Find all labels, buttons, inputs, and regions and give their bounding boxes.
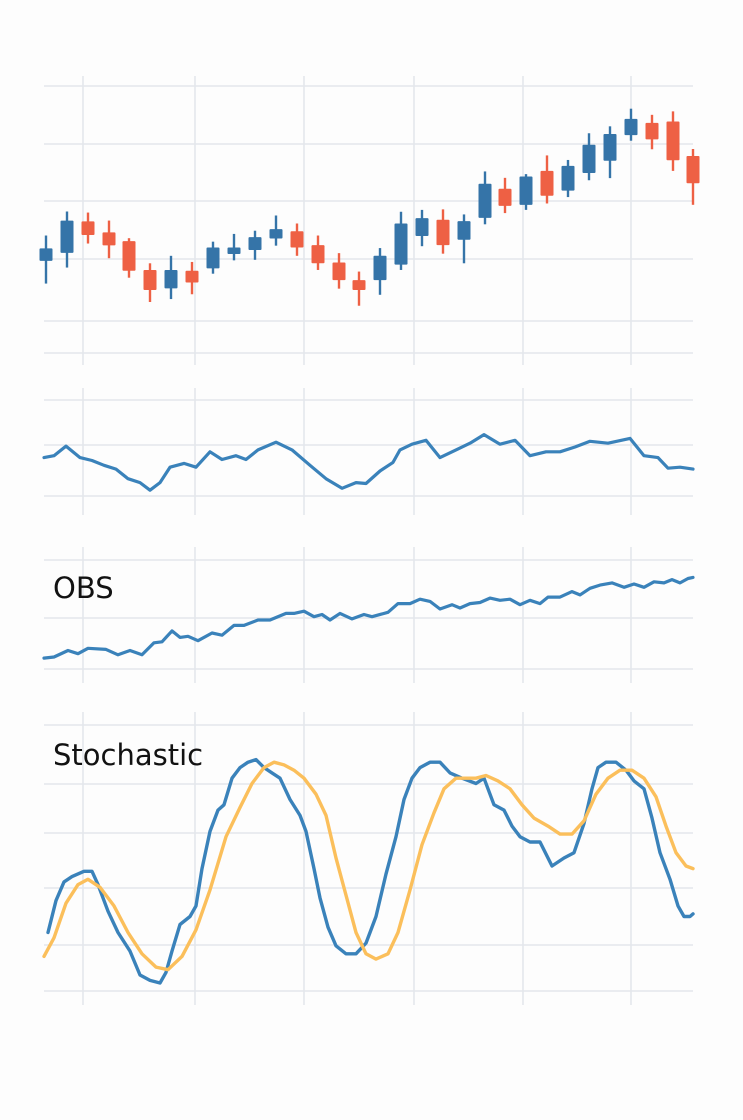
- candle-body: [394, 223, 408, 265]
- candle-body: [60, 220, 74, 253]
- candle-body: [582, 144, 596, 174]
- candle-up: [457, 214, 471, 264]
- candle-up: [415, 209, 429, 247]
- candle-down: [645, 114, 659, 150]
- candle-down: [122, 238, 136, 278]
- candle-body: [373, 255, 387, 281]
- candle-down: [540, 155, 554, 204]
- candle-down: [81, 212, 95, 244]
- stochastic-panel: Stochastic: [42, 712, 695, 1005]
- stochastic-k-line: [46, 757, 695, 985]
- candle-up: [603, 126, 617, 179]
- candle-body: [143, 269, 157, 290]
- candle-body: [39, 248, 53, 261]
- oscillator-panel: [42, 388, 695, 515]
- candle-body: [666, 121, 680, 161]
- candle-up: [519, 174, 533, 210]
- obs-grid: [44, 547, 693, 683]
- candle-up: [561, 159, 575, 198]
- candle-down: [498, 177, 512, 214]
- obs-panel-title: OBS: [53, 571, 114, 605]
- stochastic-d-line: [42, 760, 695, 972]
- candle-up: [394, 211, 408, 270]
- candle-down: [332, 253, 346, 289]
- candle-down: [686, 149, 700, 205]
- obs-lines: [42, 575, 695, 660]
- candle-up: [269, 215, 283, 246]
- oscillator-lines: [42, 433, 695, 492]
- candle-body: [332, 262, 346, 281]
- stochastic-lines: [42, 757, 695, 985]
- candle-down: [102, 220, 116, 259]
- candle-up: [60, 211, 74, 268]
- oscillator-indicator-line: [42, 433, 695, 492]
- candle-body: [102, 232, 116, 246]
- candle-body: [206, 247, 220, 269]
- candle-body: [540, 170, 554, 196]
- price-grid: [44, 76, 693, 365]
- candle-body: [290, 231, 304, 248]
- candle-body: [81, 221, 95, 235]
- candle-body: [686, 155, 700, 184]
- candle-body: [122, 241, 136, 271]
- candle-body: [457, 221, 471, 240]
- candle-body: [624, 118, 638, 136]
- stochastic-grid: [44, 712, 693, 1005]
- stochastic-panel-title: Stochastic: [53, 738, 203, 772]
- candle-body: [519, 176, 533, 205]
- candle-body: [352, 280, 366, 290]
- candle-up: [478, 171, 492, 225]
- oscillator-grid: [44, 388, 693, 515]
- candle-down: [143, 263, 157, 303]
- candle-up: [624, 108, 638, 141]
- candle-up: [373, 248, 387, 295]
- candle-body: [164, 269, 178, 289]
- candle-up: [206, 241, 220, 274]
- candle-up: [582, 133, 596, 181]
- candle-body: [248, 237, 262, 250]
- candle-up: [164, 255, 178, 300]
- price-candles: [39, 108, 700, 306]
- candle-body: [269, 229, 283, 239]
- candle-body: [436, 219, 450, 246]
- candle-down: [666, 111, 680, 171]
- candle-body: [498, 188, 512, 206]
- candle-up: [227, 233, 241, 261]
- candle-body: [227, 247, 241, 254]
- candle-down: [436, 209, 450, 254]
- candle-down: [290, 223, 304, 256]
- candle-body: [478, 183, 492, 218]
- obs-panel: OBS: [42, 547, 695, 683]
- candle-up: [39, 235, 53, 284]
- candle-body: [311, 245, 325, 264]
- candle-down: [352, 271, 366, 306]
- obs-obs-line: [42, 575, 695, 660]
- candle-body: [561, 165, 575, 191]
- price-candlestick-panel: [39, 76, 700, 365]
- candle-up: [248, 230, 262, 260]
- candle-body: [185, 270, 199, 283]
- candle-body: [645, 122, 659, 140]
- candle-body: [603, 134, 617, 161]
- candle-down: [311, 235, 325, 270]
- candle-down: [185, 261, 199, 295]
- candle-body: [415, 218, 429, 237]
